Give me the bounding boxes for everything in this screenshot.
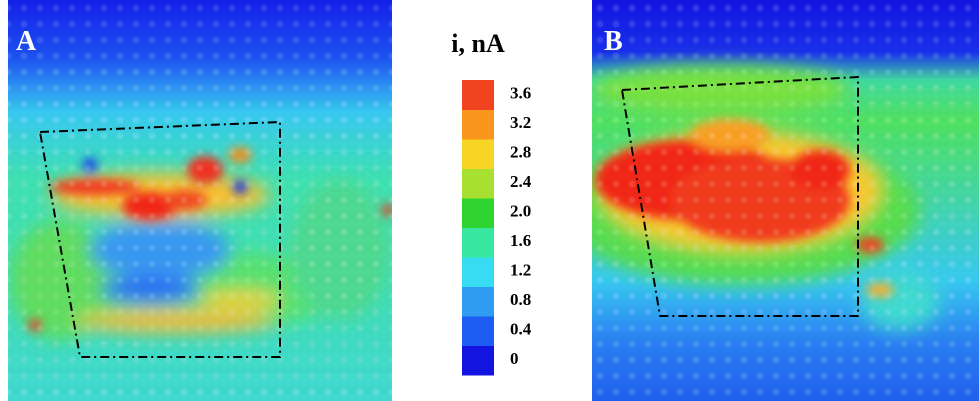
colorbar-swatch (462, 286, 494, 317)
panel-label: B (604, 26, 623, 57)
colorbar: 0 0.4 0.8 1.2 1.6 2.0 2.4 2.8 3.2 3.6 (462, 80, 532, 376)
colorbar-tick-label: 0.4 (510, 320, 532, 339)
colorbar-swatch (462, 109, 494, 140)
heatmap-b (592, 0, 979, 401)
colorbar-swatch (462, 227, 494, 258)
colorbar-tick-label: 2.8 (510, 143, 531, 162)
colorbar-swatch (462, 80, 494, 110)
colorbar-title: i, nA (451, 29, 505, 58)
colorbar-tick-label: 1.6 (510, 231, 531, 250)
colorbar-swatch (462, 345, 494, 376)
colorbar-tick-label: 1.2 (510, 261, 531, 280)
panel-label: A (16, 26, 37, 57)
colorbar-swatch (462, 316, 494, 346)
colorbar-swatch (462, 139, 494, 169)
colorbar-tick-label: 3.2 (510, 113, 531, 132)
colorbar-swatch (462, 168, 494, 199)
colorbar-tick-label: 3.6 (510, 84, 531, 103)
colorbar-tick-label: 2.4 (510, 172, 532, 191)
colorbar-swatch (462, 198, 494, 228)
colorbar-tick-label: 0 (510, 349, 519, 368)
colorbar-swatch (462, 257, 494, 287)
colorbar-tick-label: 0.8 (510, 290, 531, 309)
colorbar-tick-label: 2.0 (510, 202, 531, 221)
heatmap-a (8, 0, 392, 401)
